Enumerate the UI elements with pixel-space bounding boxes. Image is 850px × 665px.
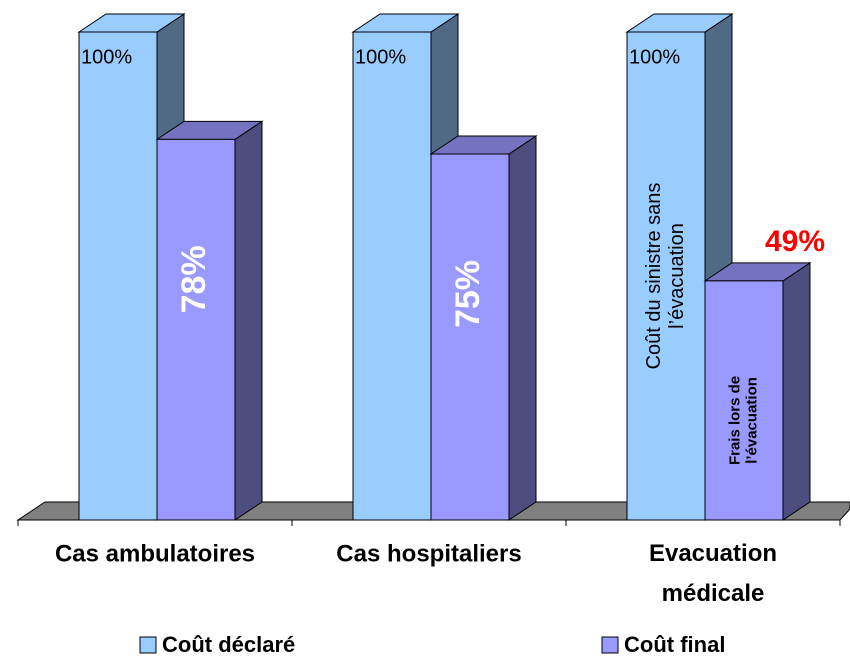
value-label: 75% bbox=[449, 260, 487, 328]
bar-front bbox=[78, 31, 158, 521]
value-label: 49% bbox=[765, 225, 825, 258]
value-label: 100% bbox=[355, 46, 406, 68]
bar-side bbox=[782, 261, 811, 521]
bar bbox=[155, 120, 264, 521]
bar bbox=[429, 135, 538, 521]
bar-front bbox=[626, 31, 706, 521]
value-label: 100% bbox=[81, 46, 132, 68]
bar-front bbox=[156, 138, 236, 521]
annotation: l’évacuation bbox=[744, 377, 761, 464]
annotation: Coût du sinistre sans bbox=[643, 183, 665, 370]
legend-label: Coût déclaré bbox=[162, 632, 295, 657]
x-tick-label: Cas hospitaliers bbox=[336, 540, 521, 567]
legend-label: Coût final bbox=[624, 632, 725, 657]
bar bbox=[703, 261, 812, 521]
x-tick-label-line: médicale bbox=[662, 580, 765, 607]
x-tick-label: Evacuation médicale bbox=[649, 540, 777, 607]
annotation: l’évacuation bbox=[666, 223, 688, 329]
bar-front bbox=[352, 31, 432, 521]
value-label: 78% bbox=[175, 245, 213, 313]
legend-swatch bbox=[601, 636, 619, 654]
annotation: Frais lors de bbox=[726, 376, 743, 465]
value-label: 100% bbox=[629, 46, 680, 68]
bar-front bbox=[430, 153, 510, 521]
bar-front bbox=[704, 280, 784, 521]
bar-side bbox=[234, 120, 263, 521]
legend-swatch bbox=[139, 636, 157, 654]
bar-side bbox=[508, 135, 537, 521]
x-tick-label: Cas ambulatoires bbox=[55, 540, 255, 567]
x-tick-label-line: Evacuation bbox=[649, 540, 777, 567]
